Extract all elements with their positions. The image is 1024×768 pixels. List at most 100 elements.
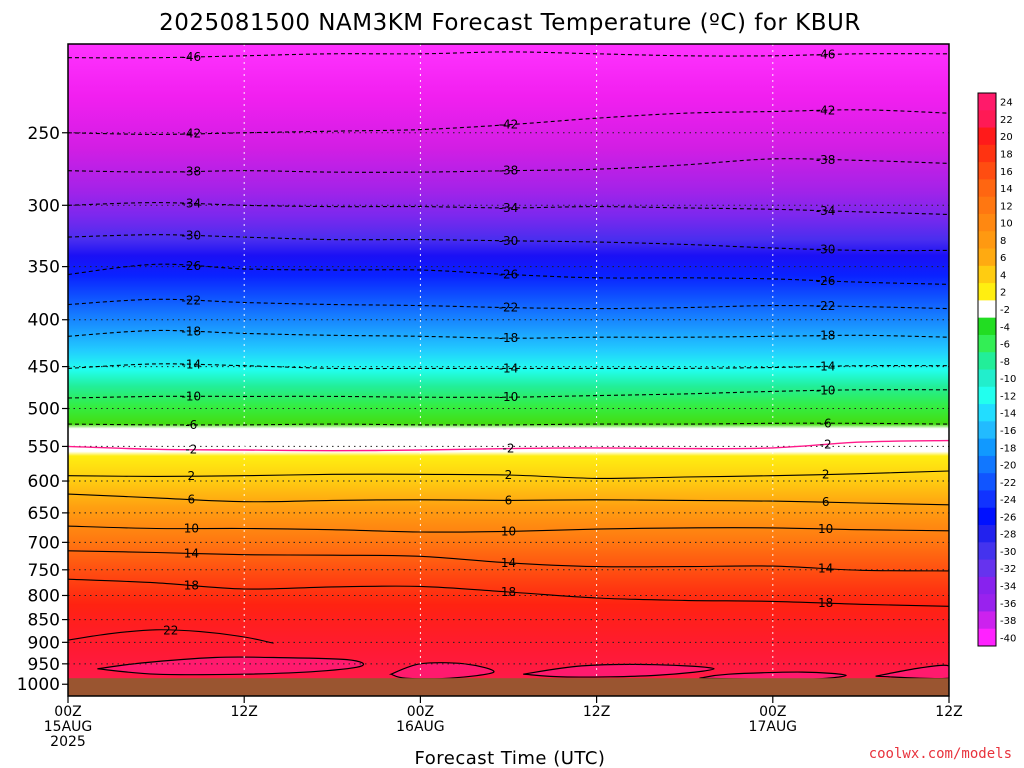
colorbar-cell-15 <box>978 352 996 370</box>
isotherm-label--14-0: -14 <box>182 358 202 372</box>
colorbar-label--8: -8 <box>1000 357 1010 368</box>
isotherm-label-22-0: 22 <box>163 623 178 637</box>
colorbar-cell-4 <box>978 162 996 180</box>
colorbar-cell-17 <box>978 386 996 405</box>
isotherm--10 <box>68 389 949 399</box>
colorbar-label-18: 18 <box>1000 149 1013 160</box>
colorbar-label--2: -2 <box>1000 305 1010 316</box>
colorbar-cell-7 <box>978 213 996 232</box>
isotherm-label--34-0: -34 <box>182 197 202 211</box>
chart-title: 2025081500 NAM3KM Forecast Temperature (… <box>159 10 861 36</box>
colorbar-cell-28 <box>978 576 996 595</box>
y-tick-label-350: 350 <box>28 258 60 278</box>
x-tick-label-5-0: 12Z <box>935 704 962 720</box>
isotherm-label--10-1: -10 <box>499 390 519 404</box>
isotherm-label--22-0: -22 <box>182 294 202 308</box>
isotherm-label--22-2: -22 <box>816 299 836 313</box>
isotherm--46 <box>68 51 949 59</box>
colorbar-label--14: -14 <box>1000 409 1016 420</box>
y-tick-label-750: 750 <box>28 561 60 581</box>
colorbar-label--34: -34 <box>1000 582 1016 593</box>
colorbar-cell-8 <box>978 231 996 250</box>
isotherm--26 <box>68 263 949 285</box>
x-tick-label-3-0: 12Z <box>583 704 610 720</box>
y-tick-label-300: 300 <box>28 196 60 216</box>
colorbar-label--26: -26 <box>1000 512 1016 523</box>
colorbar-label--10: -10 <box>1000 374 1016 385</box>
isotherm-label--6-0: -6 <box>185 418 197 432</box>
isotherm--22 <box>68 298 949 310</box>
colorbar-cell-3 <box>978 144 996 163</box>
isotherm-label--18-1: -18 <box>499 331 519 345</box>
isotherm-10 <box>68 525 949 533</box>
isotherm--38 <box>68 158 949 173</box>
isotherm-label--38-2: -38 <box>816 153 836 167</box>
colorbar-cell-19 <box>978 421 996 440</box>
y-tick-label-850: 850 <box>28 611 60 631</box>
y-tick-label-1000: 1000 <box>17 675 60 695</box>
colorbar-label--20: -20 <box>1000 461 1016 472</box>
isotherm-label--26-2: -26 <box>816 274 836 288</box>
isotherm-label--10-2: -10 <box>816 383 836 397</box>
colorbar-legend: 24 22 20 18 16 14 12 10 8 6 4 2 -2 -4 -6 -8 -10 -12 -14 -16… <box>977 92 1016 647</box>
colorbar-label--40: -40 <box>1000 633 1016 644</box>
isotherm-label--6-1: -6 <box>820 416 832 430</box>
x-tick-label-0-0: 00Z <box>54 704 81 720</box>
isotherm-label--42-0: -42 <box>182 127 202 141</box>
isotherm-label--38-0: -38 <box>182 165 202 179</box>
isotherm-label-6-1: 6 <box>505 493 513 507</box>
plot-area: -46 -46 -42 -42 -42 -38 -38 -38 -34 -34 -34 -30 -30 -… <box>67 43 950 697</box>
y-tick-label-600: 600 <box>28 472 60 492</box>
colorbar-cell-29 <box>978 594 996 612</box>
colorbar-cell-12 <box>978 300 996 319</box>
isotherm-label--18-0: -18 <box>182 325 202 339</box>
isotherm--34 <box>68 202 949 216</box>
colorbar-label--36: -36 <box>1000 599 1016 610</box>
y-tick-label-500: 500 <box>28 400 60 420</box>
x-axis-label: Forecast Time (UTC) <box>415 748 606 768</box>
x-tick-label-2-0: 00Z <box>407 704 434 720</box>
isotherm-label--30-2: -30 <box>816 242 836 256</box>
isotherm-label--38-1: -38 <box>499 164 519 178</box>
colorbar-cell-20 <box>978 438 996 457</box>
colorbar-cell-21 <box>978 455 996 474</box>
isotherm-label-18-2: 18 <box>818 596 833 610</box>
x-tick-label-2-1: 16AUG <box>396 719 445 735</box>
isotherm-label--14-2: -14 <box>816 359 836 373</box>
isotherm-label--2-1: -2 <box>503 442 515 456</box>
plot-frame <box>67 43 950 697</box>
colorbar-label-20: 20 <box>1000 132 1013 143</box>
colorbar-cell-30 <box>978 611 996 630</box>
colorbar-label-2: 2 <box>1000 288 1006 299</box>
y-tick-label-700: 700 <box>28 533 60 553</box>
colorbar-label--6: -6 <box>1000 340 1010 351</box>
isotherm-label-2-0: 2 <box>188 469 196 483</box>
colorbar-label-24: 24 <box>1000 98 1013 109</box>
source-credit: coolwx.com/models <box>869 746 1012 762</box>
isotherm-label-2-2: 2 <box>822 467 830 481</box>
colorbar-label-10: 10 <box>1000 219 1013 230</box>
x-tick-label-0-2: 2025 <box>50 734 86 750</box>
colorbar-cell-24 <box>978 507 996 526</box>
colorbar-label--18: -18 <box>1000 443 1016 454</box>
isotherm-label-6-0: 6 <box>188 492 196 506</box>
colorbar-cell-9 <box>978 248 996 267</box>
isotherm-label--22-1: -22 <box>499 301 519 315</box>
isotherm-label--34-2: -34 <box>816 204 836 218</box>
y-tick-label-400: 400 <box>28 311 60 331</box>
ground-below-surface <box>68 678 949 696</box>
colorbar-cell-0 <box>978 93 996 111</box>
isotherm-14 <box>68 550 949 572</box>
y-tick-label-450: 450 <box>28 358 60 378</box>
isotherm-18 <box>68 578 949 607</box>
x-tick-label-4-1: 17AUG <box>749 719 798 735</box>
colorbar-label-14: 14 <box>1000 184 1013 195</box>
colorbar-cell-18 <box>978 404 996 422</box>
colorbar-cell-23 <box>978 490 996 509</box>
isotherm-label--18-2: -18 <box>816 329 836 343</box>
isotherm--42 <box>68 109 949 135</box>
colorbar-label-4: 4 <box>1000 270 1006 281</box>
isotherm-labels: -46 -46 -42 -42 -42 -38 -38 -38 -34 -34 -34 -30 -30 -… <box>163 48 835 638</box>
